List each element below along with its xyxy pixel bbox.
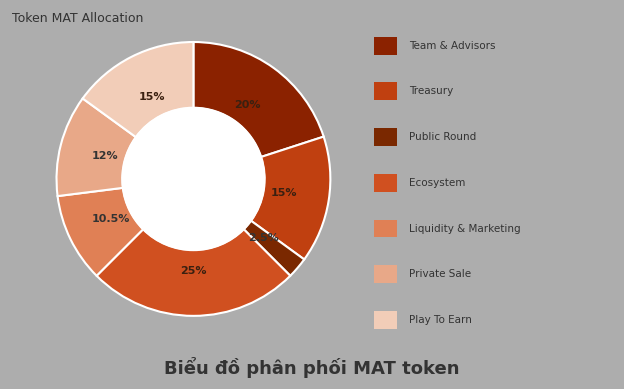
Text: Private Sale: Private Sale [409, 269, 472, 279]
Bar [374, 265, 397, 283]
Text: 20%: 20% [234, 100, 260, 110]
Circle shape [122, 108, 265, 250]
Text: 2.5%: 2.5% [248, 233, 278, 244]
Bar [374, 220, 397, 237]
Wedge shape [193, 42, 324, 157]
Text: Play To Earn: Play To Earn [409, 315, 472, 325]
Wedge shape [244, 221, 305, 276]
Text: 15%: 15% [271, 188, 297, 198]
Wedge shape [82, 42, 193, 137]
Text: 15%: 15% [139, 92, 165, 102]
Bar [374, 82, 397, 100]
Bar [374, 311, 397, 329]
Text: Token MAT Allocation: Token MAT Allocation [12, 12, 144, 25]
Bar [374, 37, 397, 54]
Wedge shape [97, 229, 290, 316]
Text: Team & Advisors: Team & Advisors [409, 41, 496, 51]
Text: Liquidity & Marketing: Liquidity & Marketing [409, 224, 521, 233]
Text: Ecosystem: Ecosystem [409, 178, 466, 188]
Text: Biểu đồ phân phối MAT token: Biểu đồ phân phối MAT token [164, 357, 460, 378]
Bar [374, 174, 397, 192]
Wedge shape [251, 137, 330, 259]
Text: 25%: 25% [180, 266, 207, 275]
Wedge shape [57, 98, 136, 196]
Text: Treasury: Treasury [409, 86, 454, 96]
Wedge shape [57, 188, 143, 276]
Text: 12%: 12% [92, 151, 118, 161]
Text: 10.5%: 10.5% [92, 214, 130, 224]
Bar [374, 128, 397, 146]
Text: Public Round: Public Round [409, 132, 477, 142]
